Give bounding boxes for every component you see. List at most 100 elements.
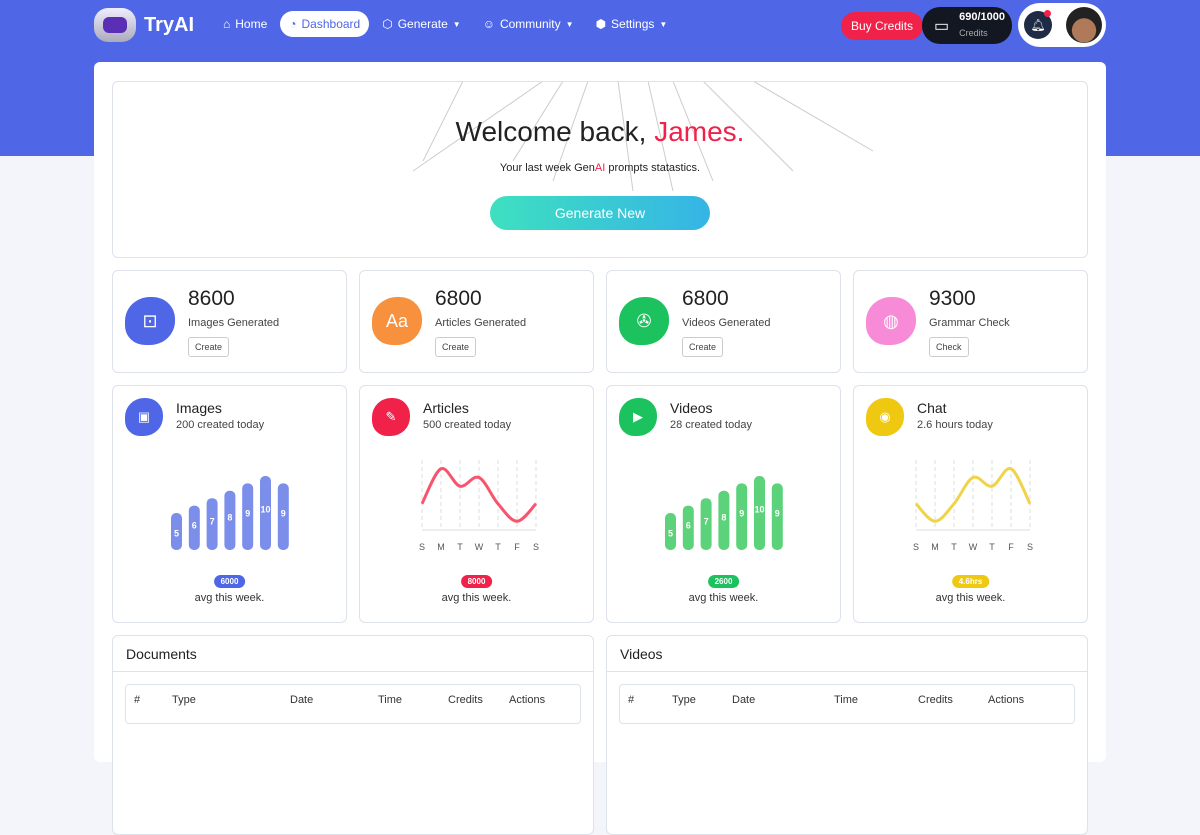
chart-subtitle: 200 created today bbox=[176, 419, 265, 431]
nav-community[interactable]: ☺ Community ▼ bbox=[474, 11, 583, 37]
series-line bbox=[420, 467, 538, 523]
credits-display[interactable]: ▭ 690/1000 Credits bbox=[922, 7, 1012, 44]
bar-label: 6 bbox=[192, 521, 197, 531]
ray-line bbox=[703, 82, 794, 172]
column-header[interactable]: # bbox=[628, 694, 635, 706]
stat-value: 8600 bbox=[188, 287, 235, 310]
avg-label: avg this week. bbox=[194, 592, 265, 604]
chart-icon: ◉ bbox=[866, 398, 904, 436]
nav-label: Settings bbox=[611, 17, 655, 31]
nav-home[interactable]: ⌂ Home bbox=[214, 11, 276, 37]
greeting: Welcome back, bbox=[455, 116, 655, 147]
bar bbox=[206, 498, 218, 550]
column-header[interactable]: Type bbox=[172, 694, 196, 706]
table-header: # Type Date Time Credits Actions bbox=[125, 684, 581, 724]
x-tick-label: M bbox=[437, 542, 445, 552]
bar-label: 8 bbox=[721, 512, 726, 522]
x-tick-label: T bbox=[989, 542, 995, 552]
user-menu: 🔔︎ bbox=[1018, 3, 1106, 47]
avg-badge: 6000 bbox=[213, 575, 246, 588]
gear-icon: ⬢ bbox=[595, 17, 607, 31]
nav-generate[interactable]: ⬡ Generate ▼ bbox=[373, 11, 469, 37]
chart-title: Videos bbox=[670, 400, 713, 416]
stat-action-button[interactable]: Check bbox=[929, 337, 969, 357]
column-header[interactable]: Actions bbox=[509, 694, 546, 706]
sub-text: Your last week Gen bbox=[499, 162, 595, 174]
brand-name: TryAI bbox=[144, 13, 195, 36]
chart-title: Images bbox=[176, 400, 222, 416]
caret-down-icon: ▼ bbox=[565, 19, 574, 29]
ray-line bbox=[552, 82, 589, 182]
nav-label: Dashboard bbox=[301, 17, 361, 31]
stat-label: Videos Generated bbox=[682, 317, 771, 329]
stat-action-button[interactable]: Create bbox=[188, 337, 230, 357]
table-title: Documents bbox=[113, 636, 593, 672]
chart-subtitle: 2.6 hours today bbox=[917, 419, 993, 431]
chart-subtitle: 500 created today bbox=[423, 419, 512, 431]
bar bbox=[718, 490, 730, 550]
bar bbox=[754, 476, 765, 550]
credits-value: 690/1000 bbox=[959, 10, 1006, 23]
column-header[interactable]: Credits bbox=[448, 694, 483, 706]
chart-title: Articles bbox=[423, 400, 469, 416]
bar bbox=[682, 505, 694, 550]
column-header[interactable]: Time bbox=[378, 694, 403, 706]
bar-label: 5 bbox=[174, 528, 179, 538]
column-header[interactable]: Date bbox=[732, 694, 756, 706]
column-header[interactable]: Time bbox=[834, 694, 859, 706]
ray-line bbox=[422, 82, 464, 162]
stat-card: ◍ 9300 Grammar Check Check bbox=[853, 270, 1088, 373]
robot-logo-icon bbox=[94, 8, 136, 42]
nav-label: Home bbox=[235, 17, 268, 31]
chart-icon: ▣ bbox=[125, 398, 163, 436]
welcome-card: Welcome back, James. Your last week GenA… bbox=[112, 81, 1088, 258]
column-header[interactable]: Type bbox=[672, 694, 696, 706]
chart-card-videos: ▶ Videos 28 created today 2600 avg this week… bbox=[606, 385, 841, 623]
column-header[interactable]: Date bbox=[290, 694, 314, 706]
column-header[interactable]: Credits bbox=[918, 694, 953, 706]
stat-label: Grammar Check bbox=[929, 317, 1010, 329]
x-tick-label: W bbox=[969, 542, 978, 552]
nav-label: Community bbox=[499, 17, 561, 31]
chart-card-articles: ✎ Articles 500 created today 8000 avg this w… bbox=[359, 385, 594, 623]
ray-line bbox=[753, 82, 874, 152]
bar bbox=[700, 498, 712, 550]
avg-badge: 8000 bbox=[460, 575, 493, 588]
notification-dot bbox=[1044, 10, 1051, 17]
column-header[interactable]: Actions bbox=[988, 694, 1025, 706]
nav-dashboard[interactable]: ◔ Dashboard bbox=[280, 11, 370, 37]
stat-value: 6800 bbox=[682, 287, 729, 310]
image-icon: ⬡ bbox=[382, 17, 393, 31]
bar bbox=[171, 513, 182, 550]
bar bbox=[771, 483, 783, 550]
logo[interactable]: TryAI bbox=[94, 8, 194, 42]
x-tick-label: S bbox=[533, 542, 539, 552]
ray-line bbox=[647, 82, 674, 192]
stat-value: 9300 bbox=[929, 287, 976, 310]
sub-ai: AI bbox=[594, 162, 606, 174]
stat-value: 6800 bbox=[435, 287, 482, 310]
chart: 5 6 7 8 9 10 9 bbox=[171, 476, 289, 550]
x-tick-label: T bbox=[951, 542, 957, 552]
credits-label: Credits bbox=[959, 27, 988, 38]
stat-label: Articles Generated bbox=[435, 317, 527, 329]
x-tick-label: M bbox=[931, 542, 939, 552]
bar bbox=[736, 483, 748, 550]
chart-card-images: ▣ Images 200 created today 6000 avg this wee… bbox=[112, 385, 347, 623]
bar-label: 10 bbox=[754, 504, 764, 514]
chart-title: Chat bbox=[917, 400, 947, 416]
chart-icon: ▶ bbox=[619, 398, 657, 436]
avg-label: avg this week. bbox=[441, 592, 512, 604]
column-header[interactable]: # bbox=[134, 694, 141, 706]
generate-new-button[interactable]: Generate New bbox=[490, 196, 710, 230]
user-name: James. bbox=[654, 116, 745, 147]
bar-label: 9 bbox=[739, 508, 744, 518]
x-tick-label: W bbox=[475, 542, 484, 552]
buy-credits-button[interactable]: Buy Credits bbox=[841, 12, 924, 40]
avatar[interactable] bbox=[1066, 7, 1102, 43]
x-tick-label: F bbox=[514, 542, 520, 552]
stat-action-button[interactable]: Create bbox=[682, 337, 724, 357]
welcome-subtitle: Your last week GenAI prompts statastics. bbox=[113, 162, 1087, 174]
nav-settings[interactable]: ⬢ Settings ▼ bbox=[587, 11, 677, 37]
stat-action-button[interactable]: Create bbox=[435, 337, 477, 357]
